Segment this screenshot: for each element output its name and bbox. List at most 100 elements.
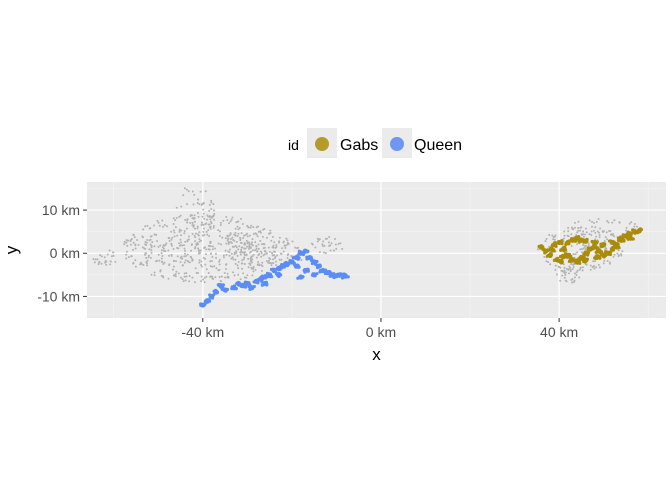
background-point (321, 243, 324, 246)
background-point (185, 255, 188, 258)
plot-panel (87, 182, 666, 318)
point-queen (207, 298, 211, 303)
background-point (582, 235, 585, 238)
background-point (569, 270, 572, 273)
background-point (251, 255, 254, 258)
background-point (257, 260, 260, 263)
point-gabs (583, 260, 587, 264)
point-queen (309, 258, 314, 262)
background-point (202, 278, 205, 281)
background-point (576, 251, 579, 254)
background-point (259, 231, 262, 234)
point-gabs (626, 231, 630, 235)
background-point (250, 224, 253, 227)
background-point (594, 238, 597, 241)
background-point (245, 239, 248, 242)
background-point (603, 240, 606, 243)
background-point (584, 233, 587, 236)
background-point (208, 226, 211, 229)
background-point (204, 263, 207, 266)
background-point (206, 218, 209, 221)
background-point (229, 238, 232, 241)
background-point (571, 268, 574, 271)
background-point (612, 255, 615, 258)
background-point (261, 261, 264, 264)
background-point (153, 224, 156, 227)
background-point (210, 259, 213, 262)
background-point (220, 280, 223, 283)
background-point (145, 261, 148, 264)
background-point (168, 239, 171, 242)
background-point (246, 235, 249, 238)
background-point (237, 248, 240, 251)
background-point (183, 187, 186, 190)
background-point (183, 255, 186, 258)
background-point (234, 231, 237, 234)
background-point (139, 263, 142, 266)
background-point (130, 255, 133, 258)
background-point (144, 253, 147, 256)
point-queen (296, 265, 300, 269)
background-point (272, 246, 275, 249)
background-point (554, 264, 557, 267)
background-point (330, 242, 333, 245)
background-point (154, 260, 157, 263)
background-point (625, 226, 628, 229)
point-gabs (635, 230, 639, 235)
background-point (186, 239, 189, 242)
background-point (250, 241, 253, 244)
background-point (193, 220, 196, 223)
background-point (203, 276, 206, 279)
background-point (564, 271, 567, 274)
background-point (571, 281, 574, 284)
background-point (200, 280, 203, 283)
point-gabs (609, 239, 613, 243)
background-point (180, 205, 183, 208)
background-point (262, 243, 265, 246)
background-point (203, 281, 206, 284)
point-gabs (630, 237, 634, 241)
background-point (162, 225, 165, 228)
background-point (212, 215, 215, 218)
background-point (572, 266, 575, 269)
point-queen (263, 274, 267, 278)
point-gabs (602, 254, 606, 258)
background-point (153, 245, 156, 248)
background-point (551, 234, 554, 237)
background-point (176, 255, 179, 258)
background-point (186, 253, 189, 256)
background-point (592, 260, 595, 263)
background-point (205, 248, 208, 251)
point-gabs (537, 244, 541, 249)
point-queen (238, 282, 242, 286)
background-point (192, 225, 195, 228)
background-point (553, 238, 556, 241)
background-point (249, 256, 252, 259)
background-point (284, 247, 287, 250)
background-point (211, 275, 214, 278)
background-point (192, 224, 195, 227)
background-point (272, 244, 275, 247)
background-point (201, 215, 204, 218)
background-point (613, 253, 616, 256)
point-gabs (603, 242, 607, 246)
background-point (108, 249, 111, 252)
background-point (225, 263, 228, 266)
background-point (248, 242, 251, 245)
point-queen (210, 296, 215, 300)
background-point (237, 261, 240, 264)
background-point (256, 250, 259, 253)
background-point (263, 246, 266, 249)
background-point (99, 254, 102, 257)
background-point (272, 258, 275, 261)
background-point (243, 262, 246, 265)
point-gabs (625, 236, 630, 240)
background-point (310, 242, 313, 245)
background-point (286, 256, 289, 259)
background-point (225, 268, 228, 271)
background-point (184, 240, 187, 243)
background-point (251, 238, 254, 241)
background-point (125, 257, 128, 260)
background-point (183, 261, 186, 264)
background-point (123, 243, 126, 246)
